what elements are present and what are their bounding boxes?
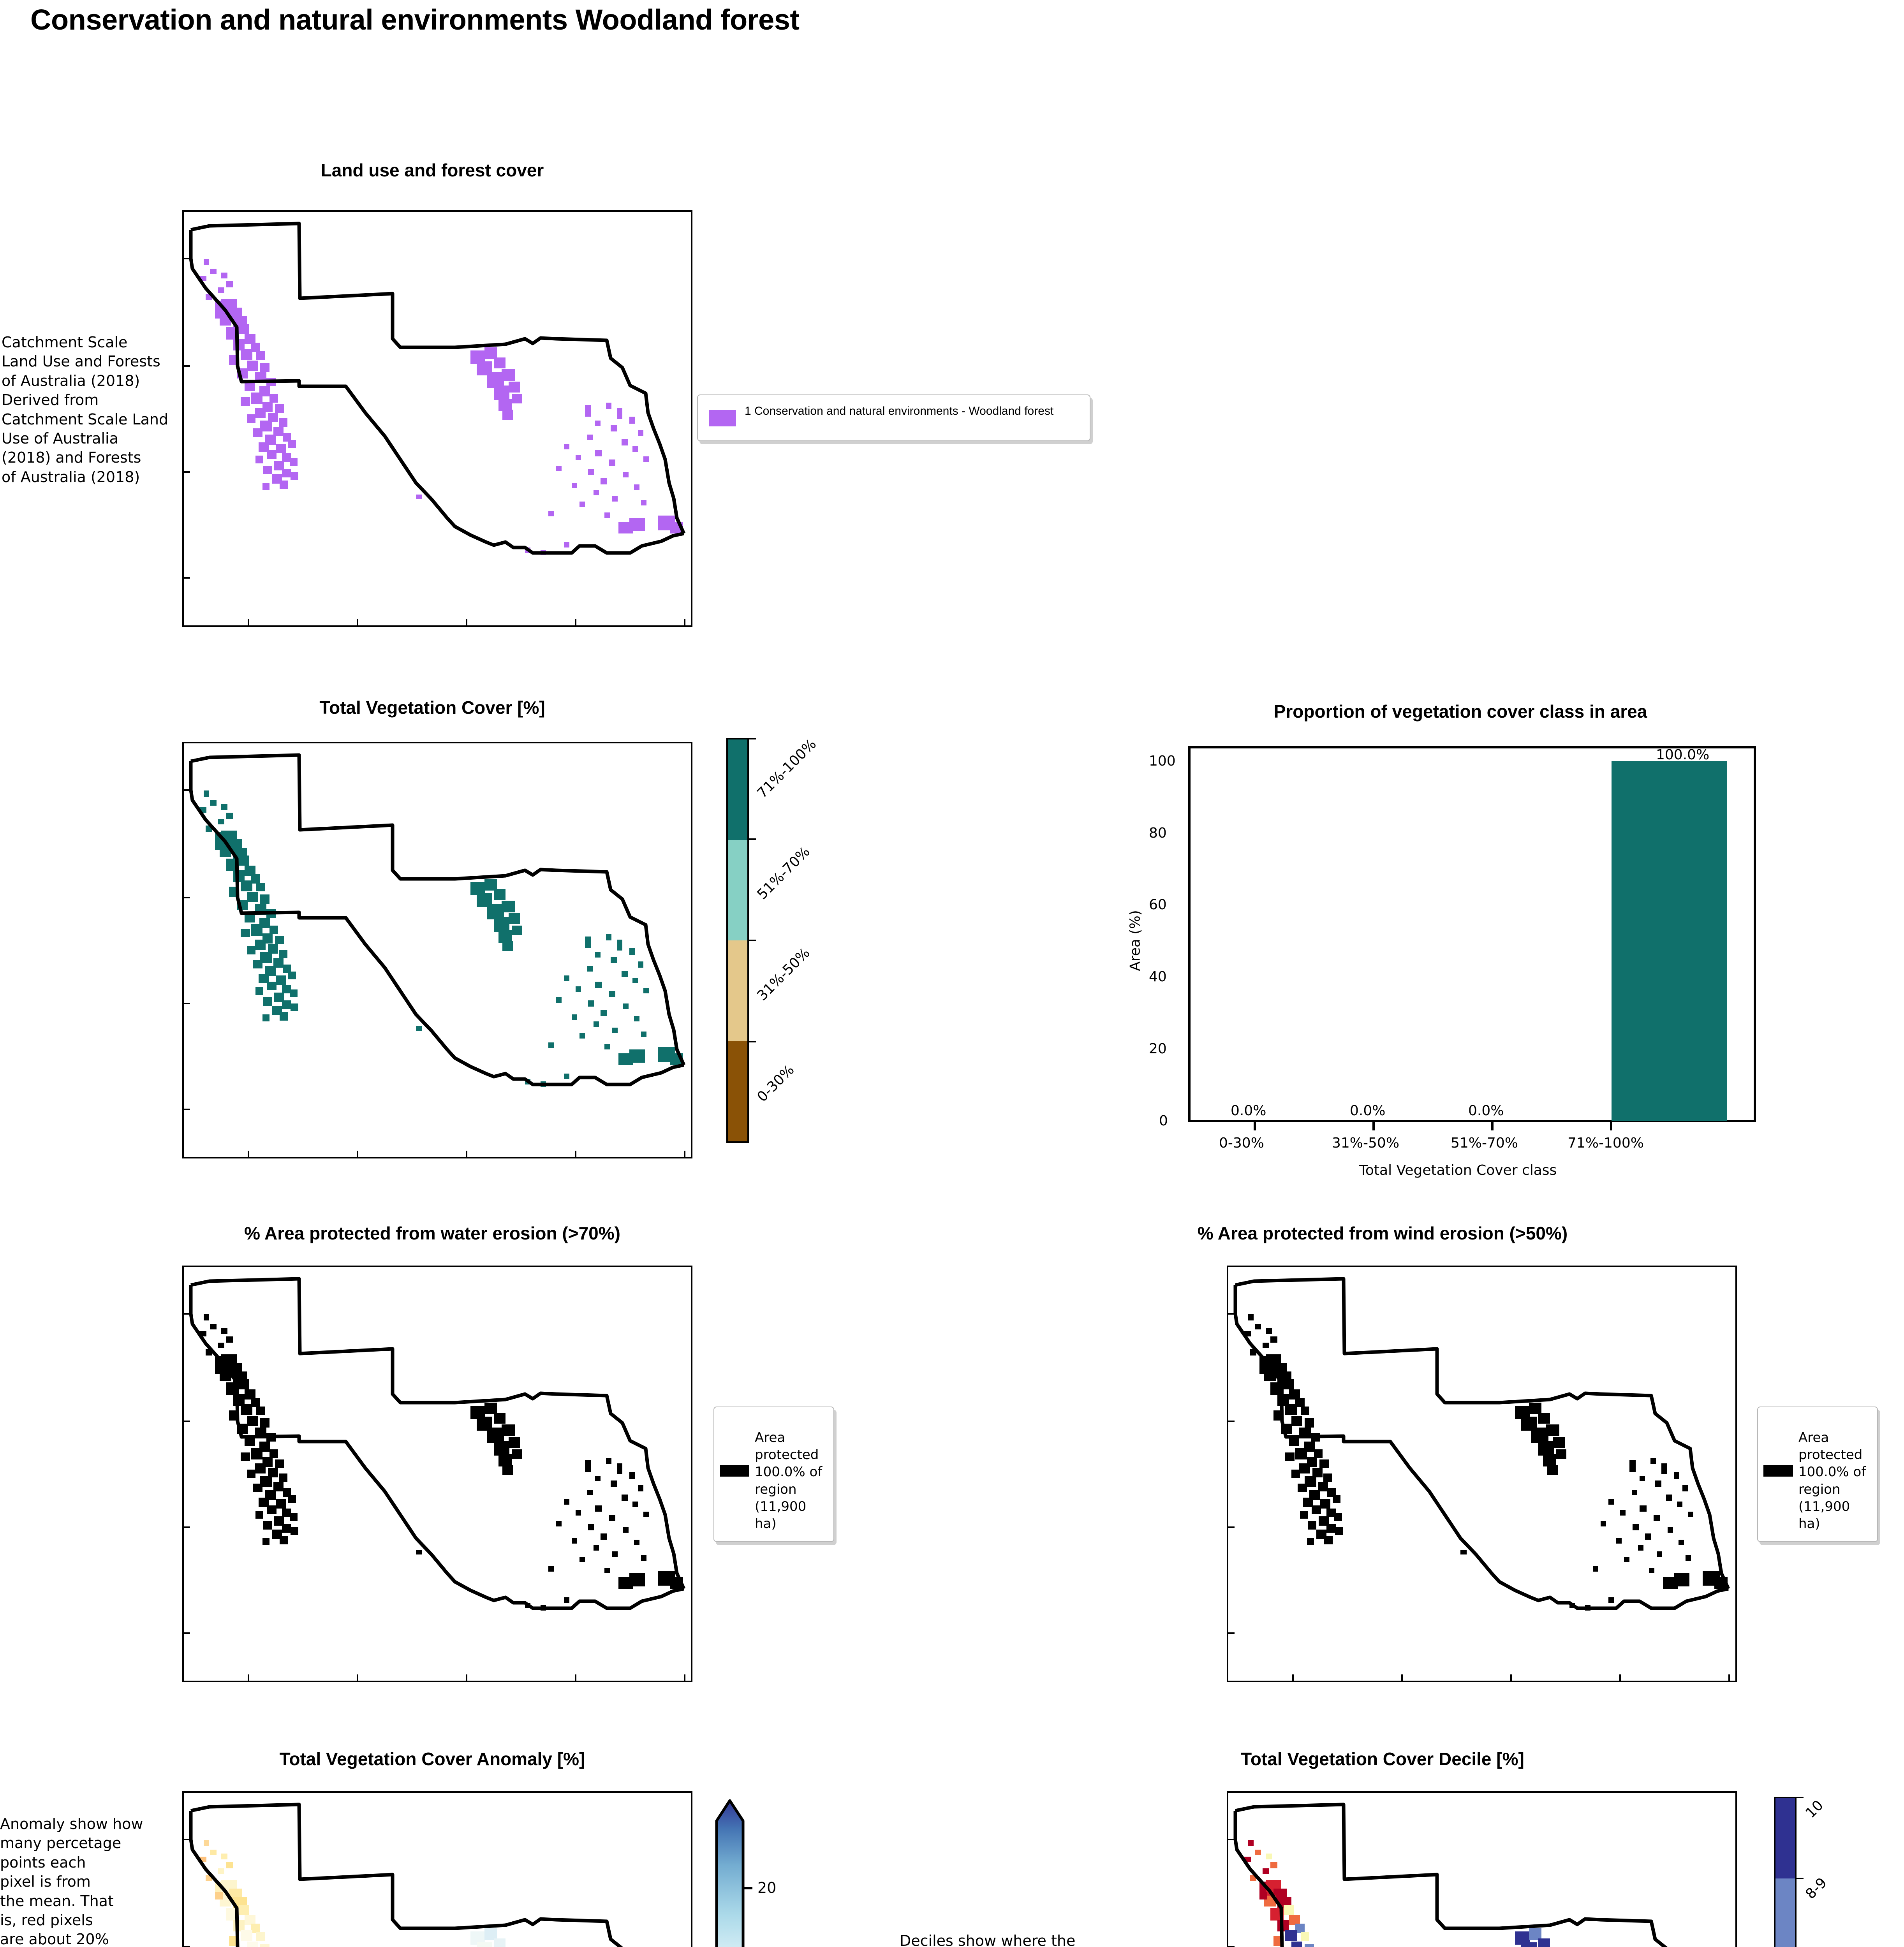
landuse-legend-label: 1 Conservation and natural environments … (745, 405, 1054, 417)
x-tick-71-100: 71%-100% (1568, 1135, 1644, 1151)
wind-erosion-map (1227, 1266, 1737, 1682)
bar-label-31-50: 0.0% (1350, 1103, 1386, 1119)
x-tick-0-30: 0-30% (1219, 1135, 1264, 1151)
bar-label-71-100: 100.0% (1656, 747, 1710, 763)
landuse-map (182, 210, 692, 627)
decile-seg-8-9 (1775, 1878, 1795, 1947)
vegcover-map (182, 742, 692, 1158)
anomaly-title: Total Vegetation Cover Anomaly [%] (279, 1749, 585, 1769)
cbar-seg-0-30 (728, 1041, 747, 1141)
anomaly-colorbar (711, 1797, 758, 1947)
y-tick-80: 80 (1149, 825, 1167, 841)
water-erosion-legend[interactable]: Area protected 100.0% of region (11,900 … (713, 1407, 834, 1542)
barchart (1188, 746, 1756, 1162)
landuse-legend-swatch (709, 410, 736, 426)
decile-label-10: 10 (1802, 1797, 1827, 1821)
landuse-side-note: Catchment Scale Land Use and Forests of … (2, 334, 169, 486)
decile-label-8-9: 8-9 (1802, 1875, 1830, 1902)
wind-erosion-title: % Area protected from wind erosion (>50%… (1197, 1223, 1568, 1243)
cbar-label-31-50: 31%-50% (754, 945, 813, 1004)
landuse-panel-title: Land use and forest cover (321, 160, 544, 180)
anomaly-side-note: Anomaly show how many percetage points e… (0, 1815, 143, 1947)
y-tick-40: 40 (1149, 969, 1167, 985)
landuse-legend[interactable]: 1 Conservation and natural environments … (697, 394, 1090, 441)
cbar-label-51-70: 51%-70% (754, 843, 813, 903)
barchart-title: Proportion of vegetation cover class in … (1273, 701, 1647, 722)
page-title: Conservation and natural environments Wo… (30, 4, 800, 36)
decile-colorbar: 10 8-9 4-7 2-3 1 (1774, 1797, 1902, 1947)
wind-erosion-legend[interactable]: Area protected 100.0% of region (11,900 … (1757, 1407, 1878, 1542)
y-tick-0: 0 (1159, 1113, 1168, 1129)
water-erosion-legend-label: Area protected 100.0% of region (11,900 … (755, 1430, 823, 1532)
cbar-seg-51-70 (728, 840, 747, 940)
y-tick-100: 100 (1149, 753, 1176, 769)
water-erosion-title: % Area protected from water erosion (>70… (244, 1223, 620, 1243)
cbar-label-0-30: 0-30% (754, 1062, 798, 1105)
bar-label-0-30: 0.0% (1231, 1103, 1266, 1119)
decile-seg-10 (1775, 1798, 1795, 1879)
cbar-seg-71-100 (728, 739, 747, 840)
bar-label-51-70: 0.0% (1468, 1103, 1504, 1119)
vegcover-colorbar: 71%-100% 51%-70% 31%-50% 0-30% (726, 736, 960, 1158)
y-tick-60: 60 (1149, 897, 1167, 913)
anomaly-tick-20: 20 (757, 1879, 777, 1896)
decile-side-note: Deciles show where the pixel value lies … (900, 1932, 1076, 1947)
x-tick-31-50: 31%-50% (1332, 1135, 1400, 1151)
cbar-label-71-100: 71%-100% (754, 736, 820, 801)
x-tick-51-70: 51%-70% (1451, 1135, 1518, 1151)
decile-map (1227, 1791, 1737, 1947)
wind-erosion-legend-label: Area protected 100.0% of region (11,900 … (1798, 1430, 1866, 1532)
vegcover-panel-title: Total Vegetation Cover [%] (319, 697, 545, 718)
x-axis-label: Total Vegetation Cover class (1359, 1162, 1557, 1178)
y-axis-label: Area (%) (1127, 910, 1143, 971)
cbar-seg-31-50 (728, 940, 747, 1041)
y-tick-20: 20 (1149, 1041, 1167, 1057)
water-erosion-legend-swatch (720, 1465, 749, 1477)
wind-erosion-legend-swatch (1763, 1465, 1793, 1477)
decile-title: Total Vegetation Cover Decile [%] (1241, 1749, 1524, 1769)
water-erosion-map (182, 1266, 692, 1682)
anomaly-map (182, 1791, 692, 1947)
